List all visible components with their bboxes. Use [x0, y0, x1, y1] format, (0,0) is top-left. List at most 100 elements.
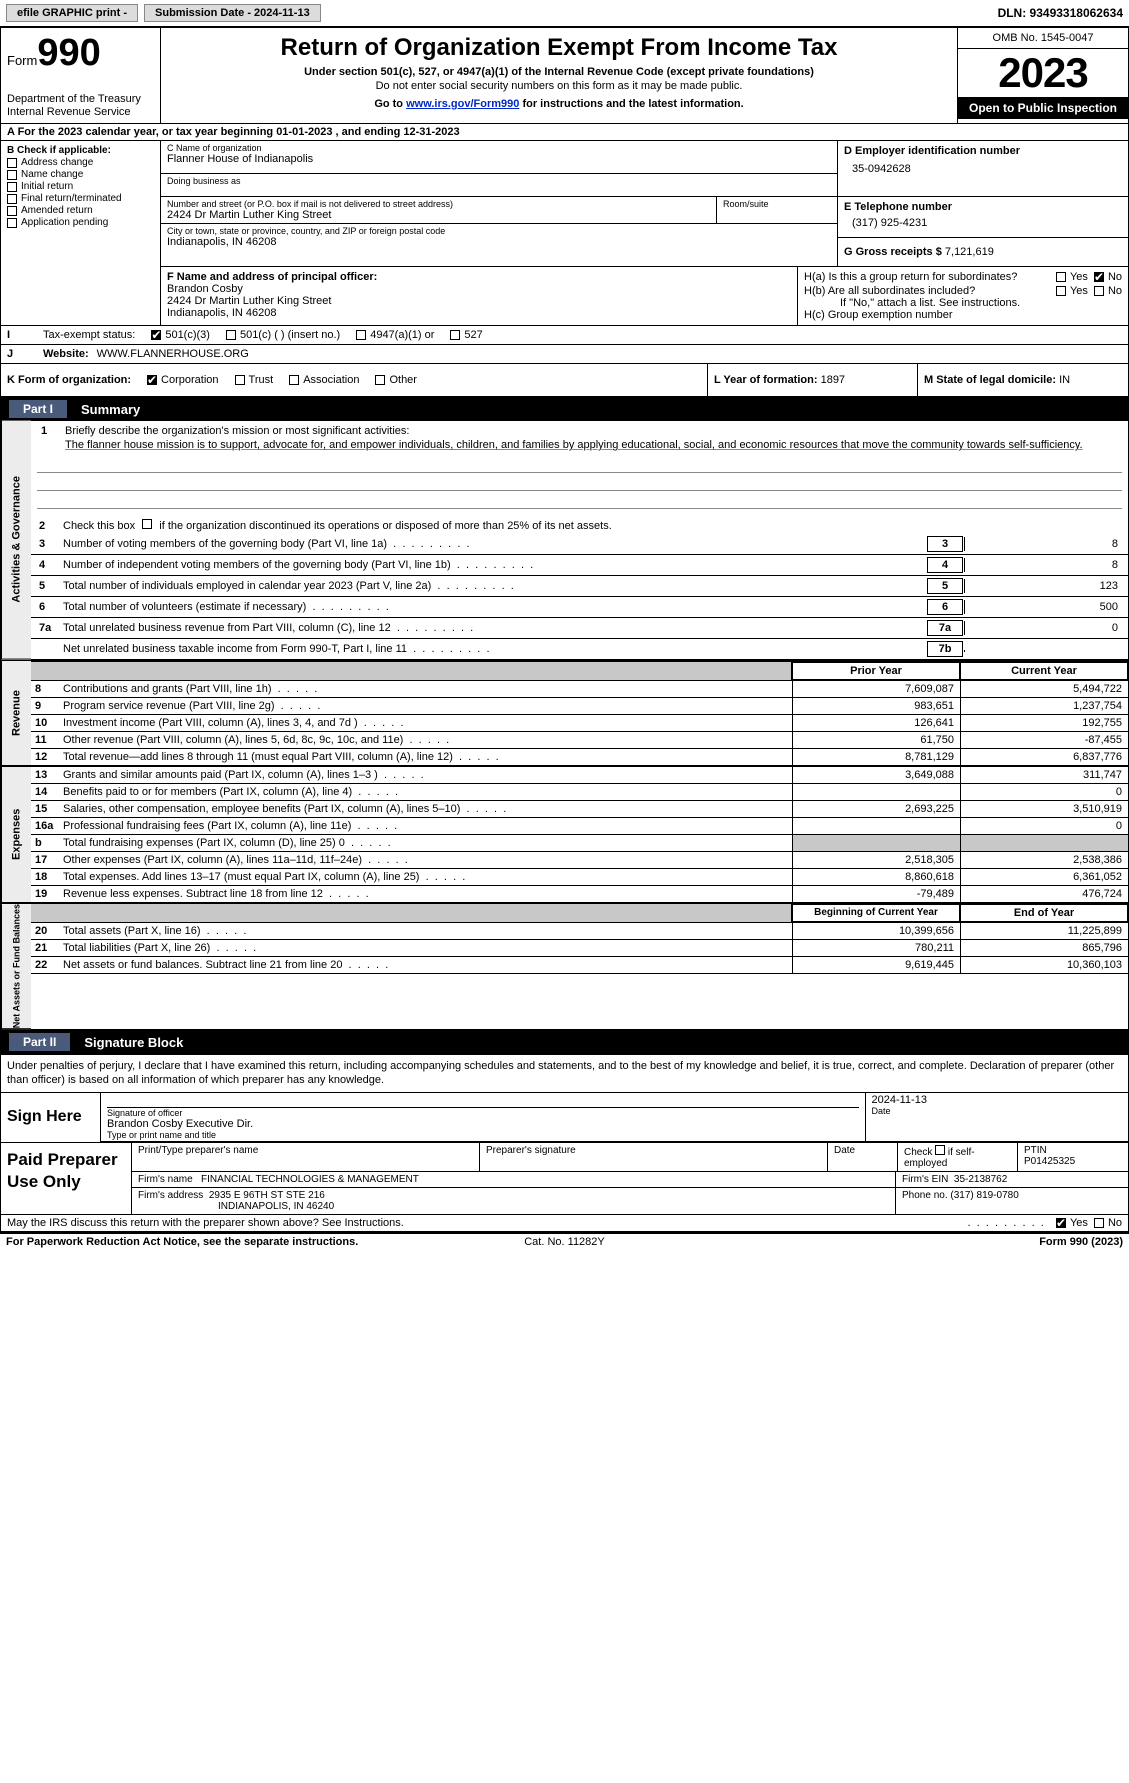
year-formation-value: 1897 [821, 374, 845, 386]
header-center: Return of Organization Exempt From Incom… [161, 28, 958, 123]
header-right: OMB No. 1545-0047 2023 Open to Public In… [958, 28, 1128, 123]
chk-trust[interactable]: Trust [235, 374, 274, 386]
form-title: Return of Organization Exempt From Incom… [169, 34, 949, 62]
ptin-label: PTIN [1024, 1145, 1122, 1156]
period-begin: A For the 2023 calendar year, or tax yea… [7, 126, 332, 138]
paid-preparer-label: Paid Preparer Use Only [1, 1143, 131, 1214]
firm-addr1: 2935 E 96TH ST STE 216 [209, 1190, 325, 1201]
entity-info-block: B Check if applicable: Address change Na… [0, 141, 1129, 267]
prep-date-label: Date [834, 1145, 891, 1156]
line-5: 5 Total number of individuals employed i… [31, 576, 1128, 597]
chk-association[interactable]: Association [289, 374, 359, 386]
mission-text: The flanner house mission is to support,… [37, 437, 1122, 455]
part2-header: Part II Signature Block [0, 1030, 1129, 1054]
line-b: b Total fundraising expenses (Part IX, c… [31, 835, 1128, 852]
i-label: I [7, 329, 35, 341]
net-assets-section: Net Assets or Fund Balances Beginning of… [0, 904, 1129, 1030]
part1-header: Part I Summary [0, 397, 1129, 421]
chk-corporation[interactable]: Corporation [147, 374, 218, 386]
sign-here-label: Sign Here [1, 1093, 101, 1142]
phone-label: E Telephone number [844, 201, 1122, 213]
form-org-label: K Form of organization: [7, 374, 131, 386]
box-f: F Name and address of principal officer:… [161, 267, 798, 325]
chk-application-pending[interactable]: Application pending [7, 217, 154, 228]
header-left: Form990 Department of the Treasury Inter… [1, 28, 161, 123]
chk-501c[interactable]: 501(c) ( ) (insert no.) [226, 329, 340, 341]
discuss-yes[interactable]: Yes [1056, 1217, 1088, 1229]
revenue-section: Revenue Prior Year Current Year 8 Contri… [0, 661, 1129, 767]
officer-addr1: 2424 Dr Martin Luther King Street [167, 295, 791, 307]
chk-initial-return[interactable]: Initial return [7, 181, 154, 192]
vtab-governance: Activities & Governance [1, 421, 31, 660]
ha-no[interactable]: No [1094, 271, 1122, 283]
col-end-year: End of Year [960, 904, 1128, 922]
line-9: 9 Program service revenue (Part VIII, li… [31, 698, 1128, 715]
hb-yes[interactable]: Yes [1056, 285, 1088, 297]
line-2: 2 Check this box if the organization dis… [31, 517, 1128, 534]
hb-no[interactable]: No [1094, 285, 1122, 297]
line-16a: 16a Professional fundraising fees (Part … [31, 818, 1128, 835]
org-name-label: C Name of organization [167, 143, 831, 153]
prep-phone: (317) 819-0780 [950, 1190, 1018, 1201]
form-header: Form990 Department of the Treasury Inter… [0, 27, 1129, 124]
chk-self-employed[interactable] [935, 1145, 945, 1155]
col-prior-year: Prior Year [792, 662, 960, 680]
ha-yes[interactable]: Yes [1056, 271, 1088, 283]
ein-value: 35-0942628 [844, 157, 1122, 181]
chk-amended-return[interactable]: Amended return [7, 205, 154, 216]
phone-value: (317) 925-4231 [844, 213, 1122, 233]
dba-label: Doing business as [167, 176, 831, 186]
footer: For Paperwork Reduction Act Notice, see … [0, 1232, 1129, 1250]
firm-name: FINANCIAL TECHNOLOGIES & MANAGEMENT [201, 1174, 419, 1185]
chk-discontinued[interactable] [142, 519, 152, 529]
part1-tab: Part I [9, 400, 67, 418]
irs-link[interactable]: www.irs.gov/Form990 [406, 98, 519, 110]
chk-name-change[interactable]: Name change [7, 169, 154, 180]
chk-address-change[interactable]: Address change [7, 157, 154, 168]
signature-block: Under penalties of perjury, I declare th… [0, 1054, 1129, 1232]
line-22: 22 Net assets or fund balances. Subtract… [31, 957, 1128, 974]
firm-ein: 35-2138762 [954, 1174, 1007, 1185]
col-begin-year: Beginning of Current Year [792, 904, 960, 922]
box-b-header: B Check if applicable: [7, 145, 154, 156]
paperwork-notice: For Paperwork Reduction Act Notice, see … [6, 1236, 378, 1248]
city-value: Indianapolis, IN 46208 [167, 236, 831, 248]
year-formation-label: L Year of formation: [714, 374, 818, 386]
officer-name-title: Brandon Cosby Executive Dir. [107, 1118, 859, 1130]
line-11: 11 Other revenue (Part VIII, column (A),… [31, 732, 1128, 749]
efile-print-button[interactable]: efile GRAPHIC print - [6, 4, 138, 22]
discuss-row: May the IRS discuss this return with the… [1, 1214, 1128, 1231]
line-8: 8 Contributions and grants (Part VIII, l… [31, 681, 1128, 698]
part1-title: Summary [67, 402, 140, 417]
cat-no: Cat. No. 11282Y [378, 1236, 750, 1248]
submission-date-button[interactable]: Submission Date - 2024-11-13 [144, 4, 321, 22]
chk-other[interactable]: Other [375, 374, 417, 386]
line-21: 21 Total liabilities (Part X, line 26) .… [31, 940, 1128, 957]
domicile-value: IN [1059, 374, 1070, 386]
line-12: 12 Total revenue—add lines 8 through 11 … [31, 749, 1128, 766]
declaration-text: Under penalties of perjury, I declare th… [1, 1055, 1128, 1092]
domicile-label: M State of legal domicile: [924, 374, 1056, 386]
chk-527[interactable]: 527 [450, 329, 482, 341]
line-7a: 7a Total unrelated business revenue from… [31, 618, 1128, 639]
website-row: J Website: WWW.FLANNERHOUSE.ORG [0, 345, 1129, 364]
spacer-left [1, 267, 161, 325]
line-14: 14 Benefits paid to or for members (Part… [31, 784, 1128, 801]
chk-4947[interactable]: 4947(a)(1) or [356, 329, 434, 341]
street-value: 2424 Dr Martin Luther King Street [167, 209, 710, 221]
line-17: 17 Other expenses (Part IX, column (A), … [31, 852, 1128, 869]
form-prefix: Form [7, 53, 37, 68]
omb-number: OMB No. 1545-0047 [958, 28, 1128, 49]
line-13: 13 Grants and similar amounts paid (Part… [31, 767, 1128, 784]
chk-501c3[interactable]: 501(c)(3) [151, 329, 210, 341]
period-end: , and ending 12-31-2023 [336, 126, 460, 138]
line-6: 6 Total number of volunteers (estimate i… [31, 597, 1128, 618]
discuss-no[interactable]: No [1094, 1217, 1122, 1229]
line-15: 15 Salaries, other compensation, employe… [31, 801, 1128, 818]
vtab-net-assets: Net Assets or Fund Balances [1, 904, 31, 1029]
vtab-revenue: Revenue [1, 661, 31, 766]
topbar: efile GRAPHIC print - Submission Date - … [0, 0, 1129, 27]
hb-note: If "No," attach a list. See instructions… [804, 297, 1122, 309]
chk-final-return[interactable]: Final return/terminated [7, 193, 154, 204]
firm-name-label: Firm's name [138, 1174, 193, 1185]
